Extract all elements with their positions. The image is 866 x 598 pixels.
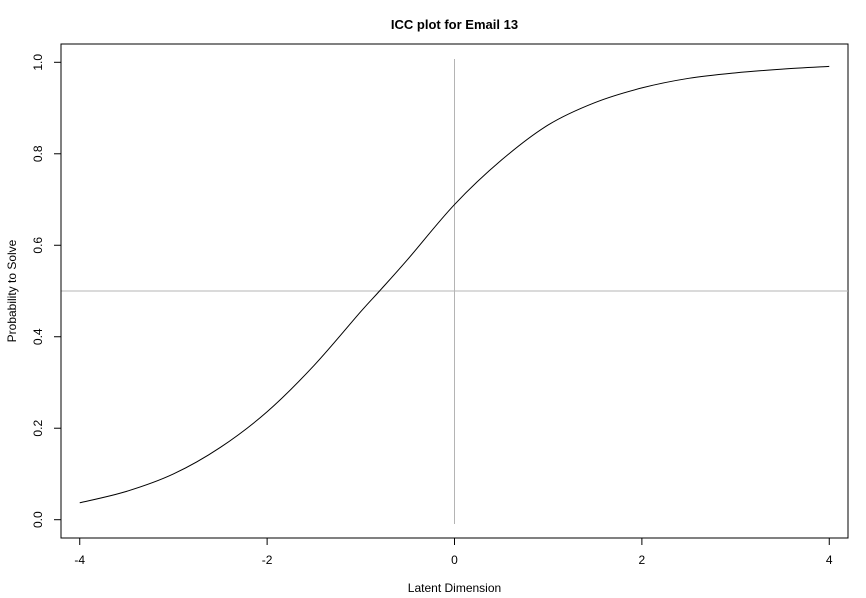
- y-tick-label: 0.0: [31, 511, 45, 528]
- x-tick-label: -4: [74, 553, 85, 567]
- y-tick-label: 0.4: [31, 328, 45, 345]
- y-axis: 0.0 0.2 0.4 0.6 0.8 1.0: [31, 54, 62, 528]
- chart-title: ICC plot for Email 13: [391, 17, 518, 32]
- y-tick-label: 0.2: [31, 420, 45, 437]
- x-axis: -4 -2 0 2 4: [74, 537, 833, 567]
- x-tick-label: 4: [826, 553, 833, 567]
- x-tick-label: 2: [639, 553, 646, 567]
- x-axis-label: Latent Dimension: [408, 581, 501, 595]
- x-tick-label: -2: [262, 553, 273, 567]
- reference-lines: [61, 59, 848, 524]
- x-tick-label: 0: [451, 553, 458, 567]
- icc-curve-line: [79, 65, 830, 504]
- icc-curve-group: [79, 65, 830, 504]
- y-tick-label: 0.8: [31, 145, 45, 162]
- y-axis-label: Probability to Solve: [5, 239, 19, 342]
- y-tick-label: 1.0: [31, 54, 45, 71]
- y-tick-label: 0.6: [31, 237, 45, 254]
